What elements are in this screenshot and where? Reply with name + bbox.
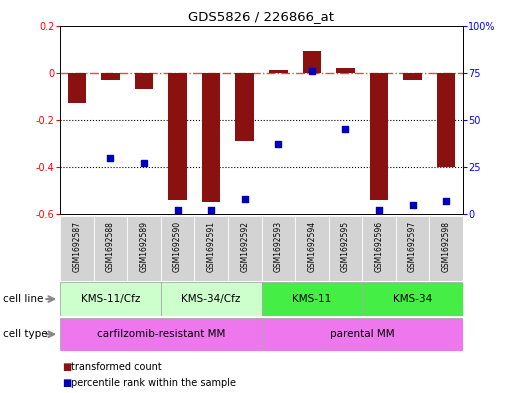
Bar xyxy=(60,318,262,351)
Text: carfilzomib-resistant MM: carfilzomib-resistant MM xyxy=(97,329,225,339)
Text: KMS-11/Cfz: KMS-11/Cfz xyxy=(81,294,140,304)
Point xyxy=(140,160,148,166)
Point xyxy=(241,196,249,202)
Point xyxy=(274,141,282,147)
Text: cell line: cell line xyxy=(3,294,43,304)
Bar xyxy=(135,73,153,89)
Bar xyxy=(437,73,456,167)
Text: GSM1692592: GSM1692592 xyxy=(240,221,249,272)
Text: percentile rank within the sample: percentile rank within the sample xyxy=(71,378,235,388)
Bar xyxy=(336,68,355,73)
Point xyxy=(442,198,450,204)
Bar xyxy=(262,282,362,316)
Bar xyxy=(168,73,187,200)
Bar xyxy=(403,73,422,80)
Text: GSM1692596: GSM1692596 xyxy=(374,221,383,272)
Bar xyxy=(262,318,463,351)
Bar xyxy=(262,216,295,281)
Bar xyxy=(295,216,328,281)
Text: KMS-11: KMS-11 xyxy=(292,294,332,304)
Bar xyxy=(429,216,463,281)
Bar xyxy=(362,282,463,316)
Bar xyxy=(235,73,254,141)
Text: GSM1692587: GSM1692587 xyxy=(72,221,82,272)
Point xyxy=(106,154,115,161)
Text: GDS5826 / 226866_at: GDS5826 / 226866_at xyxy=(188,10,335,23)
Point xyxy=(207,207,215,213)
Text: transformed count: transformed count xyxy=(71,362,162,373)
Text: GSM1692590: GSM1692590 xyxy=(173,221,182,272)
Bar xyxy=(161,282,262,316)
Bar xyxy=(101,73,120,80)
Text: GSM1692594: GSM1692594 xyxy=(308,221,316,272)
Bar xyxy=(60,216,94,281)
Bar xyxy=(328,216,362,281)
Text: GSM1692597: GSM1692597 xyxy=(408,221,417,272)
Text: KMS-34: KMS-34 xyxy=(393,294,432,304)
Bar xyxy=(195,216,228,281)
Point xyxy=(341,126,349,132)
Bar xyxy=(269,70,288,73)
Bar xyxy=(60,282,161,316)
Text: GSM1692598: GSM1692598 xyxy=(441,221,451,272)
Text: GSM1692593: GSM1692593 xyxy=(274,221,283,272)
Text: ■: ■ xyxy=(62,378,71,388)
Bar xyxy=(228,216,262,281)
Point xyxy=(174,207,182,213)
Text: parental MM: parental MM xyxy=(330,329,394,339)
Text: ■: ■ xyxy=(62,362,71,373)
Text: GSM1692589: GSM1692589 xyxy=(140,221,149,272)
Bar xyxy=(161,216,195,281)
Bar xyxy=(67,73,86,103)
Bar xyxy=(303,51,321,73)
Text: GSM1692595: GSM1692595 xyxy=(341,221,350,272)
Bar xyxy=(127,216,161,281)
Bar xyxy=(362,216,396,281)
Text: KMS-34/Cfz: KMS-34/Cfz xyxy=(181,294,241,304)
Point xyxy=(408,202,417,208)
Text: GSM1692591: GSM1692591 xyxy=(207,221,215,272)
Point xyxy=(375,207,383,213)
Bar xyxy=(94,216,127,281)
Text: cell type: cell type xyxy=(3,329,47,339)
Bar xyxy=(396,216,429,281)
Bar xyxy=(202,73,220,202)
Bar xyxy=(370,73,388,200)
Point xyxy=(308,68,316,74)
Text: GSM1692588: GSM1692588 xyxy=(106,221,115,272)
